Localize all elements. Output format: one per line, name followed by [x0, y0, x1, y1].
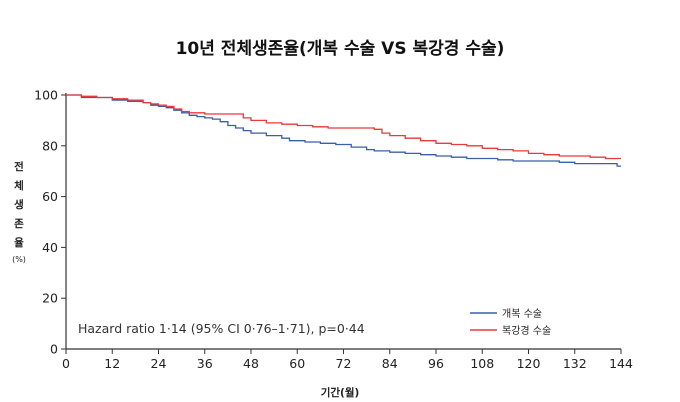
x-tick-label: 12: [104, 356, 120, 371]
x-tick-label: 132: [563, 356, 587, 371]
y-tick-label: 80: [42, 138, 58, 153]
x-tick-label: 144: [609, 356, 633, 371]
chart-title: 10년 전체생존율(개복 수술 VS 복강경 수술): [175, 39, 505, 59]
survival-curves: [66, 94, 621, 167]
hazard-ratio-annotation: Hazard ratio 1·14 (95% CI 0·76–1·71), p=…: [78, 321, 365, 336]
x-axis: 0 12 24 36 48 60 72 84 96 108 120 132 144: [62, 348, 633, 371]
x-tick-label: 0: [62, 356, 70, 371]
x-tick-label: 24: [151, 356, 167, 371]
y-axis: 0 20 40 60 80 100: [34, 88, 67, 357]
open-surgery-curve: [66, 94, 621, 167]
legend-label-laparoscopic-surgery: 복강경 수술: [502, 324, 551, 337]
x-tick-label: 96: [428, 356, 444, 371]
laparoscopic-surgery-curve: [66, 94, 621, 160]
x-tick-label: 48: [243, 356, 259, 371]
y-axis-unit: (%): [12, 255, 26, 264]
x-tick-label: 72: [336, 356, 352, 371]
legend: 개복 수술 복강경 수술: [470, 308, 551, 337]
y-axis-label-char: 체: [14, 180, 24, 192]
x-axis-label: 기간(월): [320, 387, 360, 399]
y-tick-label: 40: [42, 240, 58, 255]
y-tick-label: 60: [42, 189, 58, 204]
y-axis-label-char: 생: [14, 199, 24, 211]
x-tick-label: 120: [517, 356, 541, 371]
y-axis-label-char: 존: [14, 218, 24, 230]
y-tick-label: 100: [34, 88, 58, 103]
legend-label-open-surgery: 개복 수술: [502, 308, 542, 320]
y-axis-label-char: 전: [14, 161, 24, 173]
x-tick-label: 60: [289, 356, 305, 371]
y-tick-label: 20: [42, 291, 58, 306]
x-tick-label: 36: [197, 356, 213, 371]
y-tick-label: 0: [50, 342, 58, 357]
y-axis-label: 전 체 생 존 율 (%): [9, 158, 29, 267]
x-tick-label: 84: [382, 356, 398, 371]
y-axis-label-char: 율: [14, 237, 24, 249]
x-tick-label: 108: [470, 356, 494, 371]
